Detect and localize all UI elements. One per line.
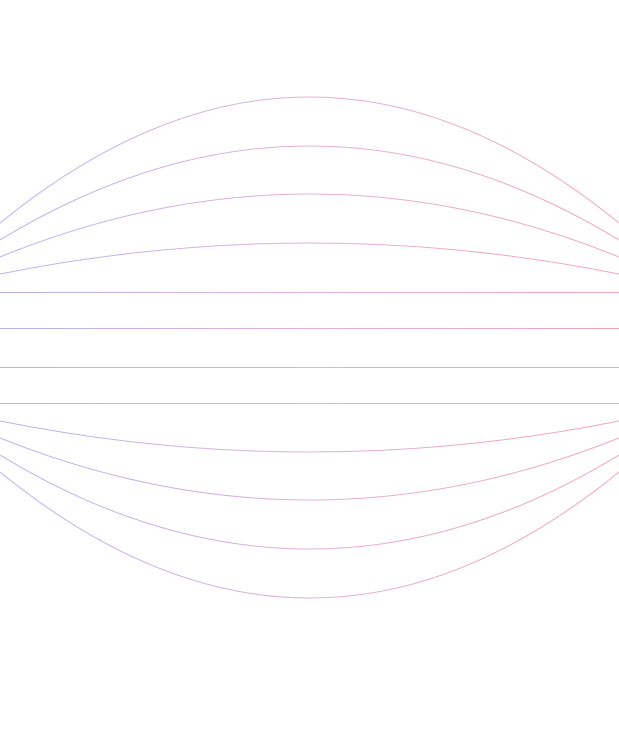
lower-arc (0, 437, 619, 501)
lower-arc (0, 454, 619, 550)
upper-arc (0, 242, 619, 275)
lower-arc (0, 471, 619, 599)
upper-arc (0, 96, 619, 224)
upper-arc (0, 193, 619, 258)
lower-arc (0, 420, 619, 453)
upper-arc (0, 145, 619, 241)
